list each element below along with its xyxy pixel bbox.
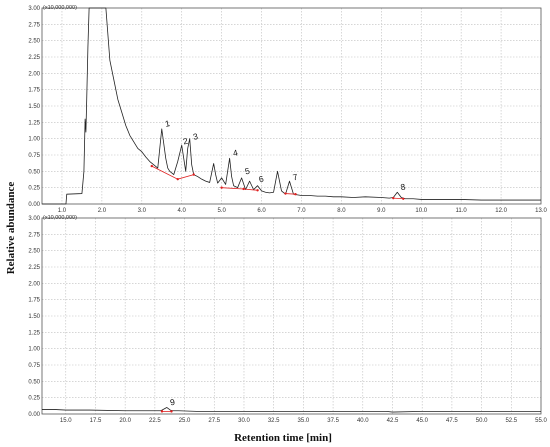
top-baseline-marker [392,196,395,200]
top-y-tick-label: 0.25 [28,186,40,192]
top-baseline-marker [150,164,153,168]
bottom-y-tick-label: 1.25 [28,330,40,336]
top-x-tick-label: 11.0 [456,208,468,214]
bottom-y-tick-label: 0.25 [28,396,40,402]
bottom-chromatogram-trace [42,407,541,413]
bottom-y-tick-label: 1.75 [28,298,40,304]
top-baseline-marker [176,177,179,181]
top-x-tick-label: 2.0 [98,208,107,214]
top-baseline-marker [402,197,405,200]
bottom-x-tick-label: 35.0 [298,418,310,424]
bottom-y-tick-label: 0.50 [28,379,40,385]
bottom-x-tick-label: 40.0 [357,418,369,424]
bottom-plot-frame [41,217,542,415]
bottom-y-tick-label: 0.00 [28,412,40,418]
top-integration-baseline [393,197,404,200]
peak-label-6: 6 [258,174,265,185]
peak-label-2: 2 [182,136,189,147]
top-baseline-marker [220,186,223,189]
top-baseline-marker [284,192,287,195]
top-chromatogram-trace [42,7,541,205]
bottom-x-tick-label: 37.5 [327,418,339,424]
top-x-tick-label: 3.0 [138,208,147,214]
peak-label-4: 4 [232,147,239,158]
bottom-x-tick-label: 42.5 [387,418,399,424]
top-y-tick-label: 2.00 [28,71,40,77]
top-y-tick-label: 0.75 [28,153,40,159]
top-x-tick-label: 5.0 [217,208,226,214]
top-integration-baseline [221,187,258,191]
bottom-x-tick-label: 45.0 [416,418,428,424]
top-x-tick-label: 9.0 [377,208,386,214]
bottom-x-tick-label: 55.0 [535,418,547,424]
bottom-x-tick-label: 17.5 [90,418,102,424]
top-y-tick-label: 3.00 [28,6,40,12]
peak-label-7: 7 [292,172,299,183]
y-axis-label: Relative abundance [5,182,17,275]
top-x-tick-label: 8.0 [337,208,346,214]
x-axis-label: Retention time [min] [234,432,332,444]
top-x-tick-label: 10.0 [415,208,427,214]
peak-label-5: 5 [244,166,251,177]
bottom-x-tick-label: 32.5 [268,418,280,424]
peak-label-3: 3 [192,131,199,142]
bottom-x-tick-label: 15.0 [60,418,72,424]
bottom-x-tick-label: 25.0 [179,418,191,424]
top-baseline-marker [242,187,245,191]
peak-label-8: 8 [400,181,407,192]
top-x-tick-label: 7.0 [297,208,306,214]
bottom-y-tick-label: 2.50 [28,249,40,255]
top-y-tick-label: 2.25 [28,55,40,61]
top-y-multiplier: (x10,000,000) [43,5,77,11]
peak-label-1: 1 [164,118,171,129]
top-baseline-marker [294,193,297,196]
top-baseline-marker [256,189,259,192]
top-y-tick-label: 1.00 [28,137,40,143]
bottom-x-tick-label: 50.0 [476,418,488,424]
top-y-tick-label: 1.75 [28,88,40,94]
bottom-baseline-marker [170,410,173,413]
bottom-x-tick-label: 47.5 [446,418,458,424]
bottom-x-tick-label: 52.5 [505,418,517,424]
bottom-y-tick-label: 2.75 [28,232,40,238]
bottom-y-tick-label: 1.50 [28,314,40,320]
top-y-tick-label: 0.50 [28,169,40,175]
bottom-chromatogram-panel: 15.0 17.5 20.0 22.5 25.0 27.5 30.0 32.5 35.0 37.5… [28,215,547,424]
top-baseline-marker [192,173,195,176]
bottom-x-tick-label: 22.5 [149,418,161,424]
bottom-y-tick-label: 2.00 [28,281,40,287]
top-y-tick-label: 1.50 [28,104,40,110]
bottom-x-tick-label: 20.0 [119,418,131,424]
bottom-y-multiplier: (x10,000,000) [43,215,77,221]
bottom-y-tick-label: 3.00 [28,216,40,222]
bottom-y-tick-label: 2.25 [28,265,40,271]
bottom-baseline-marker [160,410,164,413]
top-x-tick-label: 12.0 [495,208,507,214]
top-y-tick-label: 2.50 [28,39,40,45]
peak-label-9: 9 [169,397,176,408]
top-x-tick-label: 4.0 [178,208,187,214]
top-x-tick-label: 1.0 [58,208,67,214]
top-plot-frame [41,7,542,205]
top-y-tick-label: 1.25 [28,120,40,126]
bottom-x-tick-label: 27.5 [208,418,220,424]
bottom-x-tick-label: 30.0 [238,418,250,424]
top-x-tick-label: 6.0 [257,208,266,214]
top-chromatogram-panel: 1.0 2.0 3.0 4.0 5.0 6.0 7.0 8.0 9.0 10.0 11.0 12.0 1… [28,5,547,214]
top-y-tick-label: 2.75 [28,22,40,28]
top-y-tick-label: 0.00 [28,202,40,208]
bottom-y-tick-label: 1.00 [28,347,40,353]
top-integration-baseline [285,193,296,195]
top-x-tick-label: 13.0 [535,208,547,214]
bottom-y-tick-label: 0.75 [28,363,40,369]
